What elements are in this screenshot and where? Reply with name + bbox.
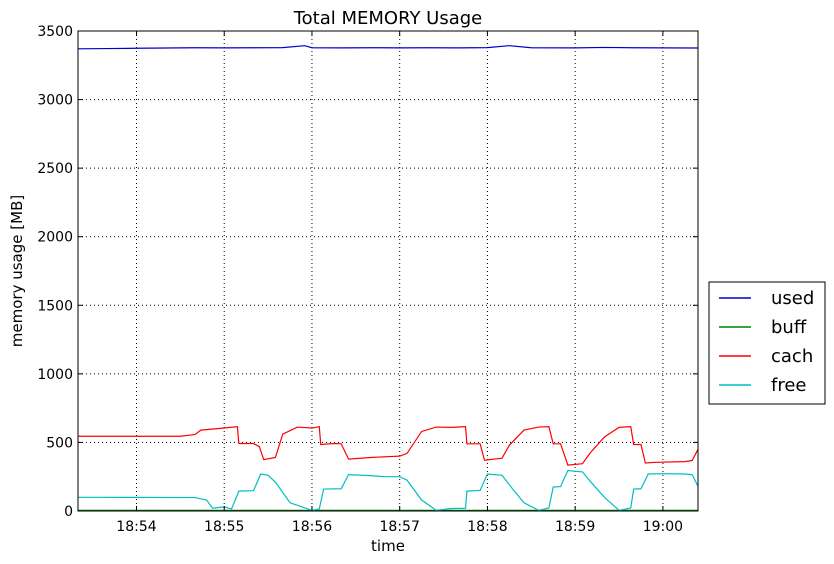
x-tick-label: 18:55	[204, 519, 244, 535]
series-line-free	[77, 469, 699, 511]
y-tick-label: 3000	[37, 93, 73, 109]
y-tick-label: 500	[46, 435, 73, 451]
legend: used buff cach free	[708, 281, 826, 405]
legend-label-buff: buff	[771, 317, 807, 338]
legend-label-free: free	[771, 375, 807, 396]
chart-title: Total MEMORY Usage	[293, 8, 483, 29]
x-axis-title: time	[371, 537, 405, 555]
plot-area-frame	[77, 30, 699, 512]
series-line-used	[77, 45, 699, 50]
series-lines	[77, 45, 699, 511]
y-axis-title: memory usage [MB]	[8, 195, 26, 347]
legend-box	[708, 281, 826, 405]
y-tick-label: 3500	[37, 24, 73, 40]
grid	[78, 31, 698, 511]
axis-ticks: 0 500 1000 1500 2000 2500 3000 3500 18:54 18:55 18…	[37, 24, 698, 535]
x-tick-label: 18:54	[116, 519, 156, 535]
x-tick-label: 19:00	[643, 519, 683, 535]
y-tick-label: 2500	[37, 161, 73, 177]
y-tick-label: 0	[64, 504, 73, 520]
y-tick-label: 2000	[37, 230, 73, 246]
x-tick-label: 18:57	[380, 519, 420, 535]
x-tick-label: 18:58	[467, 519, 507, 535]
y-tick-label: 1000	[37, 367, 73, 383]
series-line-cach	[78, 425, 699, 466]
legend-label-cach: cach	[771, 346, 813, 367]
x-tick-label: 18:59	[555, 519, 595, 535]
x-tick-label: 18:56	[292, 519, 332, 535]
y-tick-label: 1500	[37, 298, 73, 314]
legend-label-used: used	[771, 288, 814, 309]
